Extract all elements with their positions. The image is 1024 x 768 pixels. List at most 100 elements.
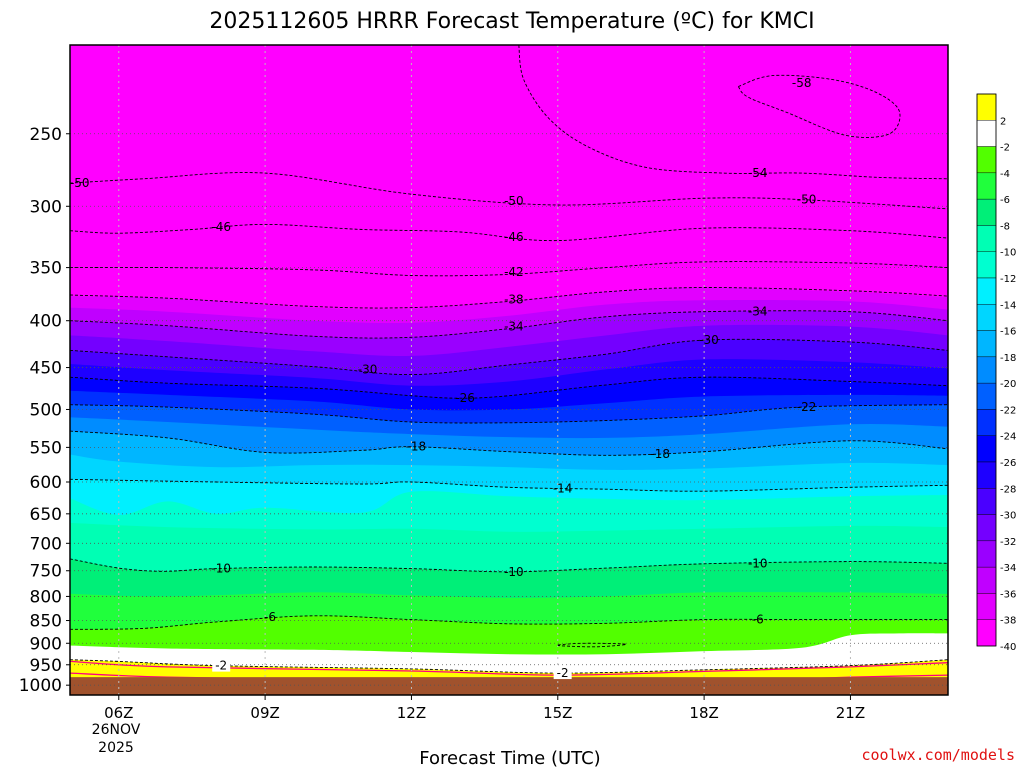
colorbar-label: -12 <box>1000 274 1016 285</box>
y-tick-label: 850 <box>30 612 62 632</box>
x-tick-label: 15Z <box>543 704 572 722</box>
colorbar-label: -16 <box>1000 327 1016 338</box>
colorbar-swatch <box>976 277 997 305</box>
colorbar-swatch <box>976 540 997 568</box>
contour-line <box>69 659 949 674</box>
y-axis: 2503003504004505005506006507007508008509… <box>19 125 70 696</box>
colorbar-label: -8 <box>1000 221 1010 232</box>
contour-line <box>69 172 949 210</box>
contour-line <box>69 287 949 309</box>
colorbar-label: -34 <box>1000 563 1016 574</box>
colorbar-label: -20 <box>1000 379 1016 390</box>
date-label-day: 26NOV <box>92 722 141 738</box>
colorbar-label: -14 <box>1000 300 1016 311</box>
x-tick-label: 09Z <box>250 704 279 722</box>
y-tick-label: 600 <box>30 473 62 493</box>
colorbar-label: -22 <box>1000 405 1016 416</box>
contour-labels: -58 -54 -50 -50 -50 -46 -46 -42 -38 -34 -34 -30 -30 -… <box>70 76 817 680</box>
contour-label: -10 <box>211 562 231 576</box>
contour-label: -50 <box>504 194 524 208</box>
contour-label: -2 <box>215 659 227 673</box>
contour-label: -2 <box>557 666 569 680</box>
colorbar-swatch <box>976 593 997 620</box>
colorbar-label: -32 <box>1000 537 1016 548</box>
colorbar-swatch <box>976 356 997 384</box>
x-tick-label: 21Z <box>836 704 865 722</box>
contour-lines <box>69 44 949 674</box>
y-tick-label: 550 <box>30 438 62 458</box>
freezing-line <box>70 660 948 676</box>
colorbar-label: -2 <box>1000 143 1010 154</box>
date-label-year: 2025 <box>98 740 134 756</box>
contour-line <box>518 44 949 180</box>
x-tick-label: 12Z <box>397 704 426 722</box>
x-axis-label: Forecast Time (UTC) <box>419 748 600 768</box>
x-tick-label: 18Z <box>689 704 718 722</box>
contour-label: -18 <box>650 447 670 461</box>
colorbar-swatch <box>976 120 997 147</box>
colorbar-label: -40 <box>1000 642 1016 653</box>
contour-label: -18 <box>407 440 427 454</box>
plot-frame <box>69 44 949 696</box>
contour-label: -42 <box>504 265 524 279</box>
contour-label: -50 <box>70 176 90 190</box>
x-axis: 06Z 09Z 12Z 15Z 18Z 21Z <box>104 695 865 722</box>
plot-area <box>70 45 948 695</box>
y-tick-label: 950 <box>30 656 62 676</box>
colorbar-swatch <box>976 619 997 647</box>
colorbar-label: -24 <box>1000 432 1016 443</box>
colorbar-label: -4 <box>1000 169 1010 180</box>
contour-line <box>69 223 949 242</box>
contour-line <box>69 310 949 339</box>
contour-label: -26 <box>455 391 475 405</box>
ground <box>70 677 948 695</box>
contour-line <box>69 376 949 399</box>
colorbar-label: -6 <box>1000 195 1010 206</box>
colorbar-swatch <box>976 304 997 331</box>
y-tick-label: 450 <box>30 359 62 379</box>
contour-label-bg <box>553 666 572 680</box>
contour-line <box>69 478 949 492</box>
temperature-fill <box>70 45 948 695</box>
colorbar-swatch <box>976 225 997 252</box>
contour-label: -50 <box>797 193 817 207</box>
colorbar-swatch <box>976 461 997 489</box>
colorbar-swatch <box>976 435 997 463</box>
contour-line <box>69 615 948 630</box>
contour-line <box>737 74 901 138</box>
contour-line <box>69 558 949 573</box>
colorbar-swatch <box>976 514 997 542</box>
colorbar-label: -28 <box>1000 484 1016 495</box>
chart-title: 2025112605 HRRR Forecast Temperature (ºC… <box>209 9 814 34</box>
contour-label: -34 <box>748 305 768 319</box>
contour-label: -38 <box>504 292 524 306</box>
colorbar-frame <box>976 93 997 647</box>
contour-label-bg <box>212 658 231 672</box>
contour-line <box>557 642 627 648</box>
y-tick-label: 250 <box>30 125 62 145</box>
y-tick-label: 500 <box>30 400 62 420</box>
contour-label: -46 <box>504 230 524 244</box>
y-tick-label: 300 <box>30 197 62 217</box>
contour-label: -30 <box>699 333 719 347</box>
contour-label: -14 <box>553 482 573 496</box>
y-tick-label: 350 <box>30 259 62 279</box>
x-tick-label: 06Z <box>104 704 133 722</box>
colorbar-swatch <box>976 488 997 515</box>
colorbar-label: -18 <box>1000 353 1016 364</box>
colorbar-swatch <box>976 409 997 436</box>
contour-label: -58 <box>792 76 812 90</box>
colorbar-swatch <box>976 198 997 226</box>
y-tick-label: 900 <box>30 634 62 654</box>
contour-line <box>69 261 949 277</box>
contour-line <box>69 404 949 424</box>
contour-label: -54 <box>748 166 768 180</box>
colorbar-swatch <box>976 146 997 174</box>
grid-lines <box>70 45 948 695</box>
colorbar: 2 -2 -4 -6 -8 -10 -12 -14 -16 -18 -20 -22 -24 -26 -28 -… <box>976 93 1016 653</box>
contour-label: -10 <box>504 565 524 579</box>
colorbar-swatch <box>976 330 997 358</box>
colorbar-swatch <box>976 172 997 200</box>
colorbar-label: -38 <box>1000 616 1016 627</box>
